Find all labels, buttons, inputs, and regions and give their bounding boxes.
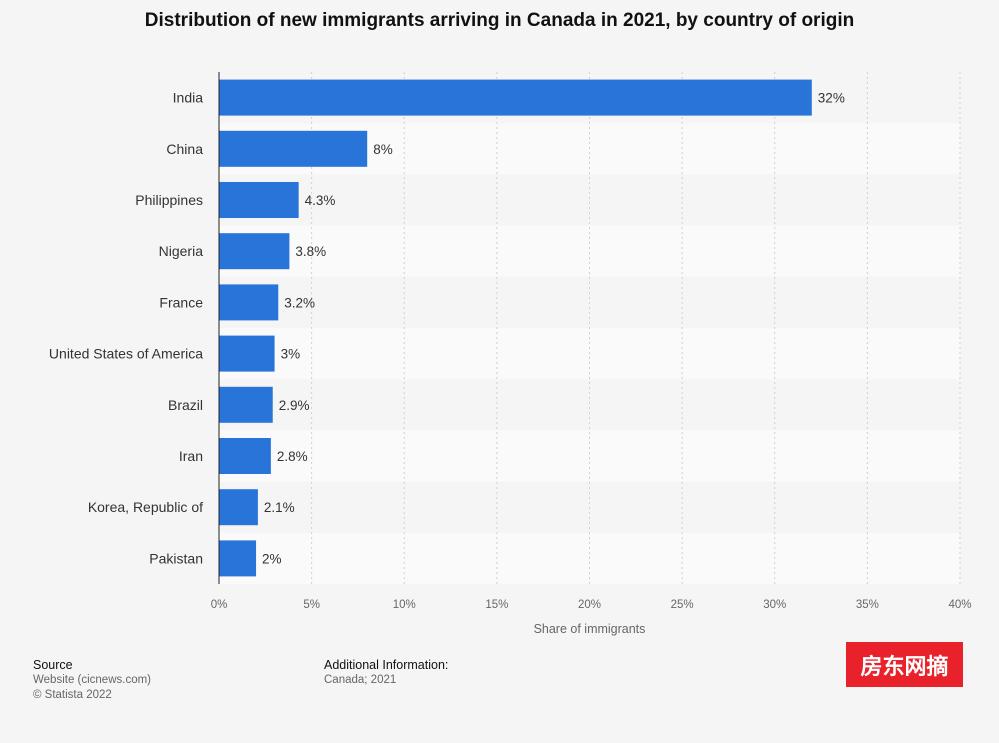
category-label: United States of America [49,346,203,362]
additional-info-heading: Additional Information: [324,658,449,672]
x-tick-label: 15% [485,599,508,611]
value-label: 2.8% [277,449,308,464]
category-label: France [159,294,203,310]
bar[interactable] [219,386,273,423]
category-label: Philippines [135,192,203,208]
category-label: Korea, Republic of [88,499,203,515]
value-label: 3.8% [295,244,326,259]
category-labels: India China Philippines Nigeria France United… [49,90,203,567]
bar[interactable] [219,182,299,218]
bar[interactable] [219,233,290,270]
x-tick-label: 40% [948,599,971,611]
value-label: 3.2% [284,295,315,310]
bar[interactable] [219,284,279,321]
value-label: 3% [281,347,301,362]
value-label: 2% [262,551,282,566]
x-tick-label: 35% [856,599,879,611]
category-label: Brazil [168,397,203,413]
bar[interactable] [219,540,257,577]
category-label: India [173,90,204,106]
chart-title: Distribution of new immigrants arriving … [144,10,855,31]
bars [219,79,812,577]
bar[interactable] [219,79,812,116]
value-label: 32% [818,91,845,106]
bar[interactable] [219,438,271,474]
watermark-badge: 房东网摘 [846,642,963,687]
additional-info-text: Canada; 2021 [324,674,397,686]
source-block: Source Website (cicnews.com) © Statista … [33,658,151,703]
x-tick-label: 5% [303,599,320,611]
x-tick-label: 20% [578,599,601,611]
source-website[interactable]: Website (cicnews.com) [33,674,152,686]
x-tick-label: 30% [763,599,786,611]
copyright-text: © Statista 2022 [33,689,112,701]
gridlines [311,72,961,584]
x-tick-label: 0% [211,599,228,611]
additional-info-block: Additional Information: Canada; 2021 [324,658,448,688]
x-axis-label: Share of immigrants [534,622,646,636]
bar[interactable] [219,335,275,372]
x-tick-label: 25% [671,599,694,611]
value-label: 2.1% [264,500,295,515]
value-labels: 32% 8% 4.3% 3.8% 3.2% 3% 2.9% 2.8% 2.1% 2% [262,91,845,567]
x-tick-labels: 0% 5% 10% 15% 20% 25% 30% 35% 40% [211,599,972,611]
value-label: 8% [373,142,393,157]
category-label: Pakistan [149,550,203,566]
bar[interactable] [219,130,368,167]
bar[interactable] [219,489,258,526]
category-label: China [166,141,203,157]
x-tick-label: 10% [393,599,416,611]
category-label: Nigeria [159,243,204,259]
source-heading: Source [33,658,73,672]
value-label: 2.9% [279,398,310,413]
category-label: Iran [179,448,203,464]
value-label: 4.3% [305,193,336,208]
